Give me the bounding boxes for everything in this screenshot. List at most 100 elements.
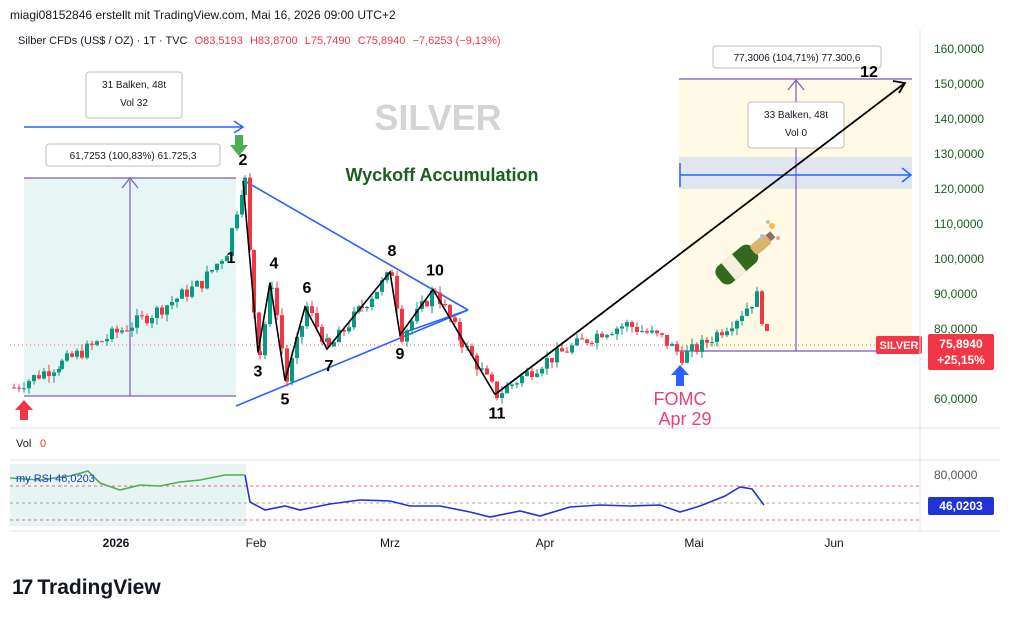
candle xyxy=(650,325,654,334)
candle xyxy=(760,290,764,326)
ohlc-open: O83,5193 xyxy=(194,35,243,47)
candle xyxy=(670,341,674,347)
candle xyxy=(470,343,474,357)
candle xyxy=(90,340,94,351)
candle xyxy=(585,338,589,346)
candle xyxy=(37,370,41,380)
price-tick: 60,0000 xyxy=(934,392,978,406)
candle xyxy=(130,322,134,337)
vol-right-label: Vol 0 xyxy=(785,128,808,139)
measure-arrowhead-right xyxy=(787,79,805,91)
candle xyxy=(535,369,539,378)
candle xyxy=(310,300,314,317)
candle xyxy=(110,326,114,343)
last-price-tag: 75,8940 +25,15% xyxy=(928,334,994,370)
candle xyxy=(680,346,684,366)
price-tick: 120,0000 xyxy=(934,182,984,196)
candle xyxy=(635,322,639,335)
candle xyxy=(640,324,644,333)
candle xyxy=(710,336,714,347)
rsi-line-overbought xyxy=(9,470,245,491)
candle xyxy=(550,357,554,369)
candle xyxy=(258,351,262,360)
rsi-line xyxy=(244,474,765,518)
candle xyxy=(655,329,659,337)
price-tick: 80,0000 xyxy=(934,322,978,336)
price-tick: 150,0000 xyxy=(934,77,984,91)
candle xyxy=(22,382,26,393)
candle xyxy=(695,342,699,355)
tradingview-mark-icon: 17 xyxy=(12,576,33,599)
candle xyxy=(645,328,649,335)
candle xyxy=(620,322,624,335)
candle xyxy=(370,296,374,311)
price-tick: 110,0000 xyxy=(934,217,983,231)
tradingview-logo[interactable]: 17 TradingView xyxy=(12,576,161,600)
candle xyxy=(755,286,759,307)
candle xyxy=(263,321,267,360)
candle xyxy=(80,344,84,360)
candle xyxy=(280,308,284,355)
wave-label: 4 xyxy=(270,256,279,273)
candle xyxy=(195,279,199,287)
candle xyxy=(375,291,379,300)
candle xyxy=(705,337,709,349)
price-tick: 90,0000 xyxy=(934,287,978,301)
candle xyxy=(565,347,569,353)
label-box-bars-left: 31 Balken, 48t Vol 32 xyxy=(85,71,183,119)
candle xyxy=(715,329,719,347)
candle xyxy=(248,173,252,252)
range-right-label: 77,3006 (104,71%) 77.300,6 xyxy=(734,53,861,64)
symbol-info: Silber CFDs (US$ / OZ) · 1T · TVC O83,51… xyxy=(18,35,501,47)
candle xyxy=(395,270,399,315)
symbol-name[interactable]: Silber CFDs (US$ / OZ) · 1T · TVC xyxy=(18,35,188,47)
candle xyxy=(510,383,514,390)
price-tick: 160,0000 xyxy=(934,42,984,56)
last-change: +25,15% xyxy=(937,353,985,367)
candle xyxy=(595,329,599,350)
candle xyxy=(735,319,739,336)
candle xyxy=(485,365,489,376)
bars-left-label: 31 Balken, 48t xyxy=(102,80,166,91)
candle xyxy=(32,374,36,385)
time-tick: Feb xyxy=(246,536,267,550)
candle xyxy=(453,313,457,325)
candle xyxy=(145,313,149,326)
candle xyxy=(365,305,369,312)
candle xyxy=(165,304,169,322)
rsi-label: my RSI 46,0203 xyxy=(16,473,95,485)
candle xyxy=(120,327,124,335)
header: miagi08152846 erstellt mit TradingView.c… xyxy=(10,8,396,22)
candle xyxy=(60,358,64,371)
candle xyxy=(85,340,89,360)
rsi-shaded-region xyxy=(10,464,246,526)
fomc-date: Apr 29 xyxy=(658,409,711,429)
vol-left-label: Vol 32 xyxy=(120,98,148,109)
candle xyxy=(230,227,234,259)
candle xyxy=(75,348,79,360)
candle xyxy=(505,382,509,394)
arrow-down-green-marker xyxy=(230,135,248,156)
candle xyxy=(530,367,534,381)
candle xyxy=(150,315,154,329)
brand-name: TradingView xyxy=(37,576,161,599)
candle xyxy=(605,334,609,340)
candle xyxy=(730,321,734,336)
candle xyxy=(390,269,394,277)
candle xyxy=(220,259,224,270)
rsi-current-tag xyxy=(928,497,994,515)
price-tick: 130,0000 xyxy=(934,147,984,161)
range-arrowhead-left xyxy=(233,120,245,134)
candle xyxy=(675,340,679,356)
confetti-icon xyxy=(760,220,780,240)
candle xyxy=(750,306,754,314)
candle xyxy=(515,381,519,389)
pattern-title: Wyckoff Accumulation xyxy=(345,165,538,185)
candle xyxy=(575,334,579,347)
candle xyxy=(570,342,574,355)
ohlc-high: H83,8700 xyxy=(249,35,298,47)
candle xyxy=(410,319,414,335)
candle xyxy=(480,361,484,373)
candle xyxy=(235,211,239,232)
